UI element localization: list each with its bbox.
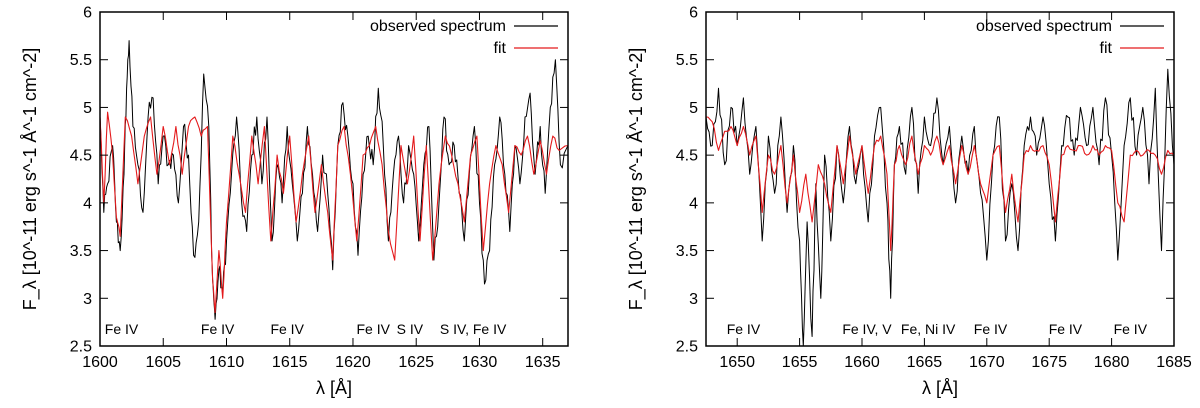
y-tick-label: 5.5 <box>70 52 92 69</box>
chart-panel-2: 1650 1655 1660 1665 1670 1675 1680 1685 2.5 3 3.5 4… <box>626 5 1192 399</box>
x-tick-label: 1675 <box>1031 354 1067 371</box>
y-axis-label: F_λ [10^-11 erg s^-1 Å^-1 cm^-2] <box>20 48 41 311</box>
x-tick-label: 1630 <box>462 354 498 371</box>
y-tick-label: 4.5 <box>676 148 698 165</box>
y-tick-label: 5.5 <box>676 52 698 69</box>
plot-frame <box>99 11 569 347</box>
x-tick-label: 1655 <box>782 354 818 371</box>
chart-panel-1: 1600 1605 1610 1615 1620 1625 1630 1635 2.5 3 3.5 4… <box>20 5 569 398</box>
legend-label: observed spectrum <box>976 18 1112 35</box>
x-tick-label: 1620 <box>335 354 371 371</box>
y-tick-label: 5 <box>83 100 92 117</box>
x-tick-label: 1660 <box>844 354 880 371</box>
line-annotation: Fe IV <box>270 321 304 337</box>
y-tick-label: 2.5 <box>676 339 698 356</box>
y-tick-label: 3 <box>689 291 698 308</box>
x-tick-label: 1600 <box>82 354 118 371</box>
x-tick-label: 1625 <box>398 354 434 371</box>
x-tick-label: 1605 <box>145 354 181 371</box>
line-annotation: Fe IV <box>201 321 235 337</box>
y-tick-label: 4.5 <box>70 148 92 165</box>
y-tick-label: 3.5 <box>70 243 92 260</box>
x-tick-label: 1635 <box>525 354 561 371</box>
line-annotation: Fe IV <box>727 321 761 337</box>
y-tick-label: 6 <box>689 5 698 22</box>
line-annotation: Fe IV <box>1114 321 1148 337</box>
observed-spectrum-line <box>706 68 1174 346</box>
line-annotation: S IV <box>397 321 424 337</box>
plot-frame <box>705 11 1175 347</box>
legend-label: fit <box>1100 40 1113 57</box>
line-annotation: S IV, Fe IV <box>440 321 507 337</box>
x-tick-label: 1665 <box>907 354 943 371</box>
observed-spectrum-line <box>100 40 568 320</box>
x-tick-label: 1670 <box>969 354 1005 371</box>
y-tick-label: 3 <box>83 291 92 308</box>
fit-line <box>100 111 568 314</box>
legend-label: observed spectrum <box>370 18 506 35</box>
x-tick-label: 1650 <box>719 354 755 371</box>
y-axis-label: F_λ [10^-11 erg s^-1 Å^-1 cm^-2] <box>626 48 647 311</box>
line-annotation: Fe IV <box>1049 321 1083 337</box>
x-tick-label: 1615 <box>272 354 308 371</box>
x-tick-label: 1680 <box>1094 354 1130 371</box>
y-tick-label: 2.5 <box>70 339 92 356</box>
line-annotation: Fe IV, V <box>842 321 892 337</box>
line-annotation: Fe IV <box>105 321 139 337</box>
x-tick-label: 1610 <box>209 354 245 371</box>
y-tick-label: 4 <box>689 195 698 212</box>
y-tick-label: 3.5 <box>676 243 698 260</box>
line-annotation: Fe IV <box>356 321 390 337</box>
x-axis-label: λ [Å] <box>316 378 352 398</box>
line-annotation: Fe IV <box>974 321 1008 337</box>
y-tick-label: 4 <box>83 195 92 212</box>
legend-label: fit <box>494 40 507 57</box>
x-tick-label: 1685 <box>1156 354 1192 371</box>
y-tick-label: 5 <box>689 100 698 117</box>
line-annotation: Fe, Ni IV <box>901 321 956 337</box>
y-tick-label: 6 <box>83 5 92 22</box>
fit-line <box>706 116 1174 252</box>
x-axis-label: λ [Å] <box>922 378 958 398</box>
